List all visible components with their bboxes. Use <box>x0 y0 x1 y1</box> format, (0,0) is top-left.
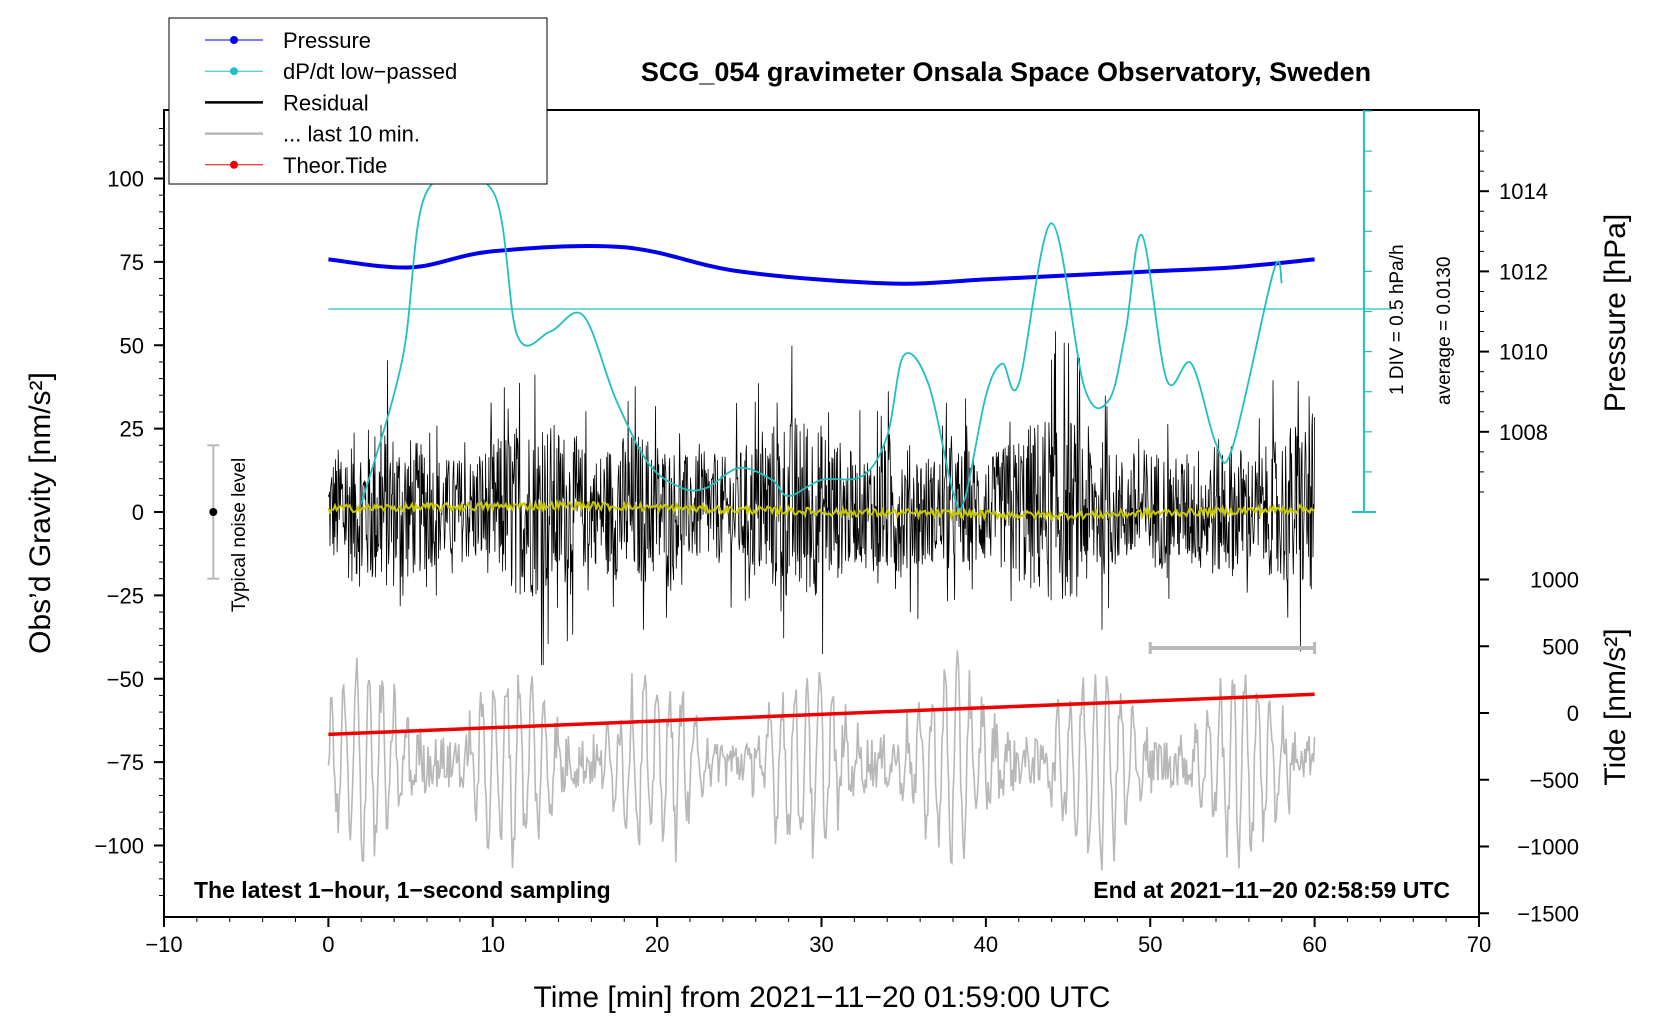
y-tick-label-left: 25 <box>120 417 144 442</box>
legend-box <box>168 17 548 185</box>
y-tick-label-tide: −500 <box>1529 768 1579 793</box>
x-tick-label: 0 <box>322 932 334 957</box>
y-tick-label-pressure: 1008 <box>1499 420 1548 445</box>
x-tick-label: 10 <box>481 932 505 957</box>
last-10-min-series <box>327 642 1317 871</box>
theor-tide-line <box>328 692 1315 737</box>
residual-mean-line <box>327 498 1315 522</box>
y-tick-label-left: 100 <box>107 167 144 192</box>
last-10-min-line <box>327 650 1316 871</box>
legend-label: Theor.Tide <box>283 153 387 178</box>
pressure-series <box>328 244 1315 286</box>
x-tick-label: 20 <box>645 932 669 957</box>
x-axis-label: Time [min] from 2021−11−20 01:59:00 UTC <box>534 981 1111 1014</box>
residual-mean-series <box>327 498 1315 522</box>
y-tick-label-pressure: 1010 <box>1499 340 1548 365</box>
footer-left: The latest 1−hour, 1−second sampling <box>194 877 611 903</box>
x-tick-label: 50 <box>1138 932 1162 957</box>
y-tick-label-tide: 500 <box>1542 634 1579 659</box>
noise-level-label: Typical noise level <box>229 458 250 612</box>
legend-label: Residual <box>283 90 369 115</box>
y-tick-label-left: −25 <box>107 583 144 608</box>
axes: −10 0 10 20 30 40 50 60 701007550250−25−50−75−10… <box>94 127 1579 957</box>
y-tick-label-left: −50 <box>107 667 144 692</box>
x-tick-label: 60 <box>1302 932 1326 957</box>
y-axis-label-pressure: Pressure [hPa] <box>1599 214 1632 412</box>
y-tick-label-left: −100 <box>94 834 144 859</box>
y-tick-label-tide: 0 <box>1567 701 1579 726</box>
y-tick-label-tide: −1500 <box>1517 901 1579 926</box>
legend-marker <box>230 36 238 44</box>
y-tick-label-pressure: 1012 <box>1499 259 1548 284</box>
y-tick-label-left: 0 <box>132 500 144 525</box>
x-tick-label: 30 <box>809 932 833 957</box>
legend: Pressure dP/dt low−passed Residual ... last… <box>168 17 548 185</box>
x-tick-label: 70 <box>1467 932 1491 957</box>
legend-marker <box>230 160 238 169</box>
y-axis-label-tide: Tide [nm/s²] <box>1599 628 1632 785</box>
y-tick-label-tide: −1000 <box>1517 835 1579 860</box>
pressure-line <box>328 244 1315 286</box>
dpdt-line <box>360 170 1283 511</box>
chart-title: SCG_054 gravimeter Onsala Space Observat… <box>641 57 1371 87</box>
y-tick-label-pressure: 1014 <box>1499 179 1548 204</box>
y-tick-label-tide: 1000 <box>1530 568 1579 593</box>
legend-marker <box>230 67 238 76</box>
y-tick-label-left: −75 <box>107 750 144 775</box>
y-tick-label-left: 75 <box>120 250 144 275</box>
legend-label: dP/dt low−passed <box>283 59 457 84</box>
div-scale-label: 1 DIV = 0.5 hPa/h <box>1387 244 1408 395</box>
noise-level-dot <box>209 508 218 516</box>
x-tick-label: 40 <box>974 932 998 957</box>
average-label: average = 0.0130 <box>1434 257 1455 405</box>
y-tick-label-left: 50 <box>120 333 144 358</box>
y-axis-label-gravity: Obs’d Gravity [nm/s²] <box>24 372 57 654</box>
legend-label: Pressure <box>283 28 371 53</box>
x-tick-label: −10 <box>145 932 182 957</box>
footer-right: End at 2021−11−20 02:58:59 UTC <box>1093 877 1450 903</box>
theor-tide-series <box>328 692 1315 737</box>
dpdt-series <box>207 110 1392 580</box>
legend-label: ... last 10 min. <box>283 122 420 147</box>
